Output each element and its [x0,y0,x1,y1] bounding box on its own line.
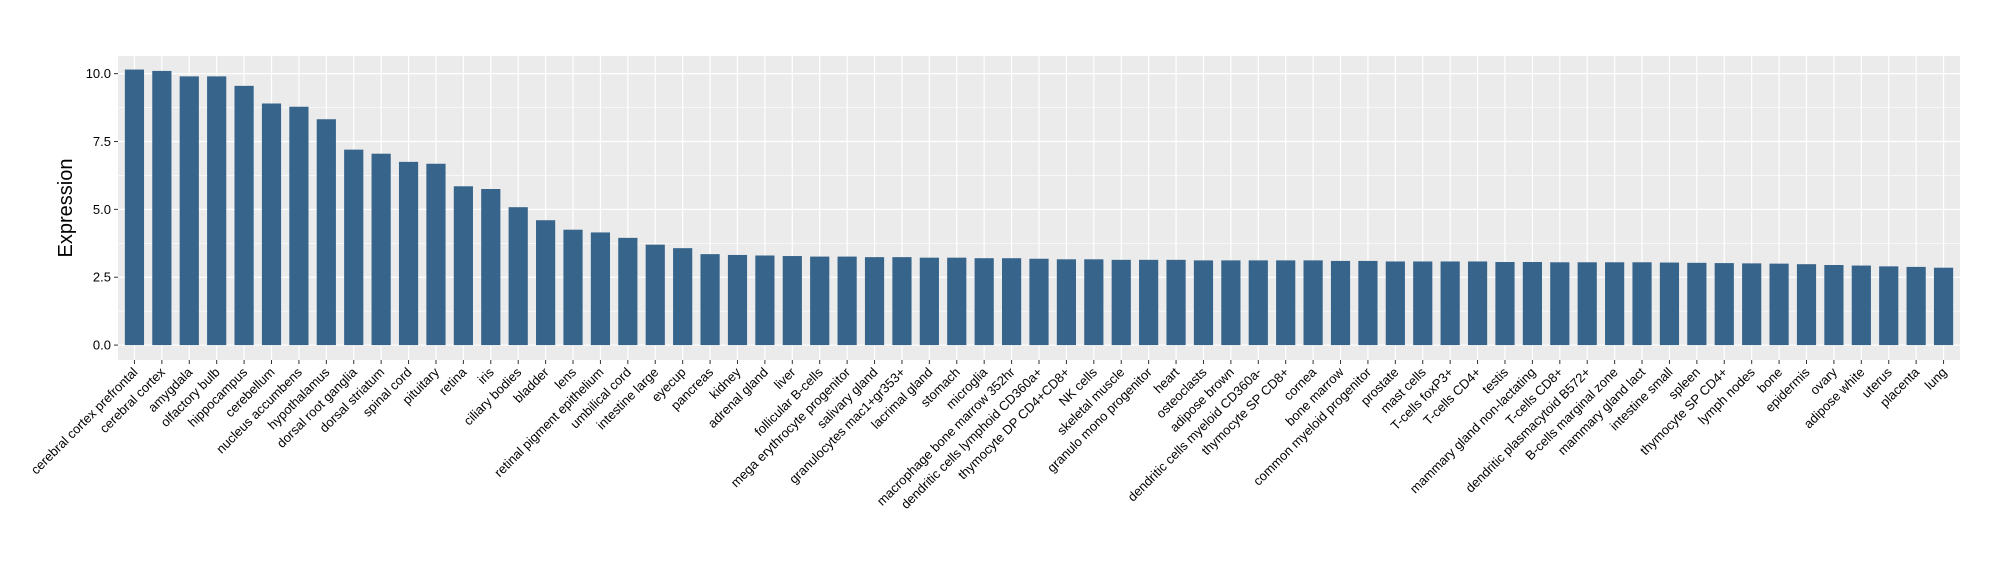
bar [810,256,830,346]
bar [673,248,693,346]
y-tick-label: 0.0 [93,338,111,353]
x-tick-label: retina [436,364,470,398]
bar [837,256,857,346]
bar [919,257,939,346]
bar [1659,262,1680,346]
bar [124,69,145,346]
bar [782,256,802,346]
bar [398,161,419,346]
bar [1522,262,1542,346]
bar [618,237,638,346]
bar [1248,260,1268,346]
bar [1933,267,1954,346]
y-axis: 0.0 2.5 5.0 7.5 10.0 [86,66,118,353]
bar [152,70,172,346]
bar [1221,260,1241,346]
bar [234,85,254,346]
bar [755,255,775,346]
bar [1385,261,1405,346]
y-tick-label: 5.0 [93,202,111,217]
bar [1139,259,1159,346]
bar [1029,258,1049,346]
bar [1413,261,1433,346]
bar [974,258,994,346]
bar [1742,263,1762,346]
y-tick-label: 2.5 [93,270,111,285]
bar [1440,261,1460,346]
x-tick-label: lung [1922,365,1950,393]
bar [1056,259,1077,346]
bar [481,189,501,346]
bar [1879,266,1899,346]
bar [1577,262,1597,346]
bar [261,103,282,346]
bars [124,69,1954,346]
bar [1769,263,1789,346]
bar [1276,260,1296,346]
bar [344,149,364,346]
bar [316,119,336,346]
bar [1495,262,1515,346]
bar [1906,266,1926,346]
bar [1358,260,1378,346]
bar [508,207,528,346]
bar [1687,262,1707,346]
bar [1001,258,1022,346]
bar [1111,259,1131,346]
bar [727,254,748,346]
bar [1550,262,1570,346]
bar [1605,262,1625,346]
bar [590,232,611,346]
bar [1193,260,1214,346]
bar [1796,264,1817,346]
y-tick-label: 10.0 [86,66,111,81]
bar [563,229,583,346]
bar [700,254,720,346]
bar [645,244,665,346]
bar [864,257,885,346]
bar [1632,262,1652,346]
bar [207,76,227,346]
bar [289,106,309,346]
bar [453,186,473,346]
bar [1330,260,1351,346]
bar [426,163,446,346]
bar [1166,259,1186,346]
bar [892,257,912,346]
bar [1084,259,1104,346]
bar [371,153,391,346]
y-tick-label: 7.5 [93,134,111,149]
bar [947,257,967,346]
y-axis-title: Expression [55,159,77,258]
bar [1303,260,1323,346]
bar [1714,263,1734,346]
x-tick-label: cerebral cortex prefrontal [28,364,141,477]
bar [536,220,556,346]
bar [1851,265,1871,346]
bar [1467,261,1488,346]
bar [179,76,199,346]
bar [1824,265,1844,346]
